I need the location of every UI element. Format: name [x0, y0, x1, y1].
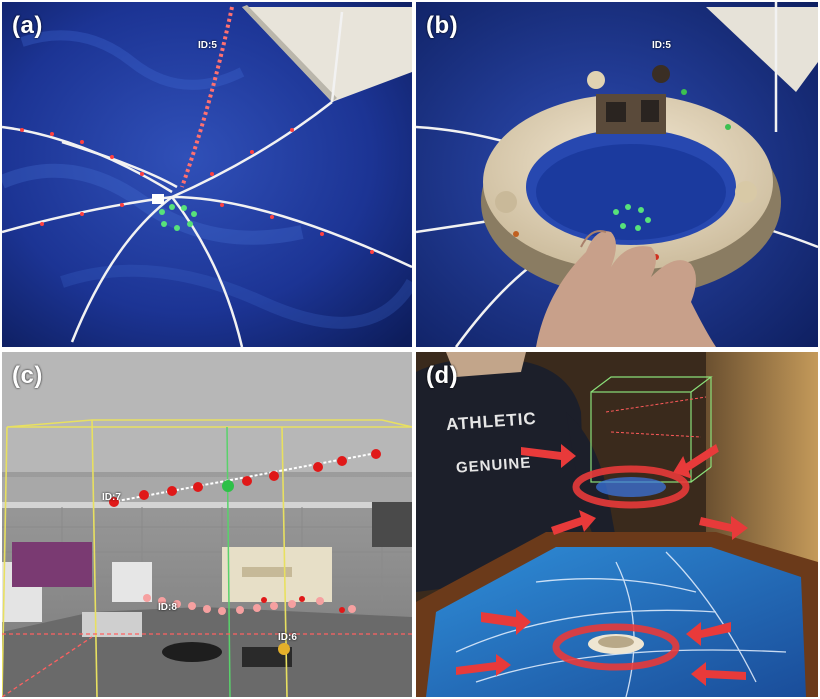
panel-a: (a) ID:5: [2, 2, 412, 347]
panel-c-id-tag-7: ID:7: [102, 492, 121, 503]
panel-b: (b) ID:5: [416, 2, 818, 347]
panel-b-scene: [416, 2, 818, 347]
panel-b-label: (b): [426, 12, 459, 39]
panel-c-id-tag-8: ID:8: [158, 602, 177, 613]
panel-d-label: (d): [426, 362, 459, 389]
panel-c-id-tag-6: ID:6: [278, 632, 297, 643]
panel-d: (d) ATHLETIC GENUINE: [416, 352, 818, 697]
panel-c-scene: [2, 352, 412, 697]
panel-c-label: (c): [12, 362, 43, 389]
panel-d-scene: [416, 352, 818, 697]
panel-a-label: (a): [12, 12, 43, 39]
panel-c: (c) ID:7 ID:8 ID:6: [2, 352, 412, 697]
panel-a-scene: [2, 2, 412, 347]
panel-a-id-tag: ID:5: [198, 40, 217, 51]
panel-b-id-tag: ID:5: [652, 40, 671, 51]
